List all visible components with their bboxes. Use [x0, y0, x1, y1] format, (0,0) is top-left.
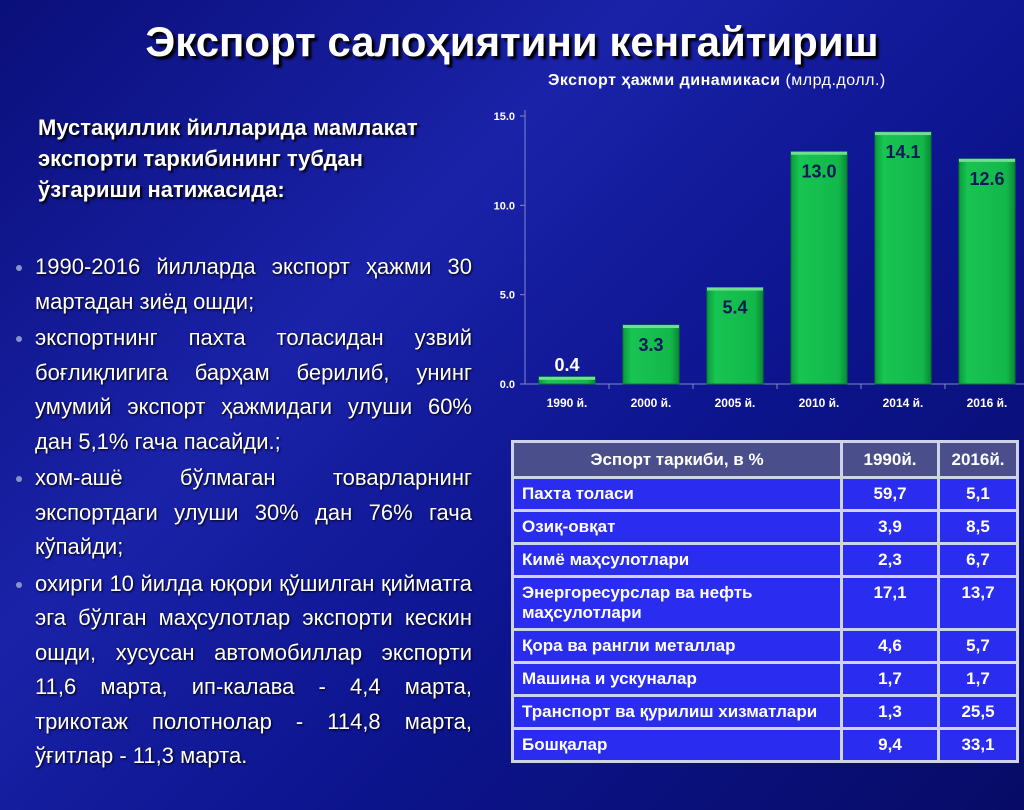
bar [790, 151, 848, 385]
bullet-item: 1990-2016 йилларда экспорт ҳажми 30 март… [14, 250, 472, 319]
value-1990: 1,3 [840, 694, 940, 730]
data-label: 0.4 [554, 355, 579, 375]
export-structure-table: Эспорт таркиби, в % 1990й. 2016й. Пахта … [511, 440, 1019, 763]
table-row: Машина и ускуналар 1,7 1,7 [511, 661, 1019, 697]
data-label: 12.6 [969, 169, 1004, 189]
value-2016: 5,7 [937, 628, 1019, 664]
bullet-text: экспортнинг пахта толасидан узвий боғлиқ… [35, 325, 472, 454]
value-2016: 8,5 [937, 509, 1019, 545]
chart-title: Экспорт ҳажми динамикаси (млрд.долл.) [548, 72, 886, 90]
row-category: Пахта толаси [511, 476, 843, 512]
value-1990: 1,7 [840, 661, 940, 697]
row-category: Бошқалар [511, 727, 843, 763]
bar-chart: 0.0 5.0 10.0 15.0 0.4 1990 й. 3.3 2000 й. 5.4 200… [494, 110, 1024, 410]
data-label: 14.1 [885, 142, 920, 162]
value-2016: 25,5 [937, 694, 1019, 730]
value-2016: 6,7 [937, 542, 1019, 578]
header-category: Эспорт таркиби, в % [511, 440, 843, 479]
data-label: 13.0 [801, 162, 836, 182]
table-row: Қора ва рангли металлар 4,6 5,7 [511, 628, 1019, 664]
bar-highlight [875, 132, 931, 136]
row-category: Кимё маҳсулотлари [511, 542, 843, 578]
bullet-text: хом-ашё бўлмаган товарларнинг экспортдаг… [35, 465, 472, 559]
bar [958, 158, 1016, 385]
header-1990: 1990й. [840, 440, 940, 479]
x-tick-label: 2016 й. [967, 396, 1008, 410]
value-1990: 59,7 [840, 476, 940, 512]
table-row: Транспорт ва қурилиш хизматлари 1,3 25,5 [511, 694, 1019, 730]
value-1990: 4,6 [840, 628, 940, 664]
chart-title-text: Экспорт ҳажми динамикаси [548, 72, 781, 89]
value-2016: 1,7 [937, 661, 1019, 697]
header-2016: 2016й. [937, 440, 1019, 479]
value-2016: 33,1 [937, 727, 1019, 763]
table-row: Озиқ-овқат 3,9 8,5 [511, 509, 1019, 545]
bar-highlight [791, 151, 847, 155]
row-category: Қора ва рангли металлар [511, 628, 843, 664]
x-tick-label: 1990 й. [547, 396, 588, 410]
bullet-item: экспортнинг пахта толасидан узвий боғлиқ… [14, 321, 472, 459]
data-label: 3.3 [638, 335, 663, 355]
value-1990: 17,1 [840, 575, 940, 631]
bar-highlight [959, 158, 1015, 162]
value-1990: 2,3 [840, 542, 940, 578]
y-tick-label: 10.0 [494, 200, 515, 212]
bar [874, 131, 932, 385]
value-2016: 5,1 [937, 476, 1019, 512]
bar-highlight [623, 325, 679, 329]
row-category: Транспорт ва қурилиш хизматлари [511, 694, 843, 730]
chart-unit: (млрд.долл.) [785, 72, 886, 89]
value-1990: 3,9 [840, 509, 940, 545]
y-tick-label: 15.0 [494, 111, 515, 123]
table-row: Пахта толаси 59,7 5,1 [511, 476, 1019, 512]
y-tick-label: 0.0 [500, 379, 515, 391]
data-label: 5.4 [722, 298, 747, 318]
y-tick-label: 5.0 [500, 290, 515, 302]
x-tick-label: 2010 й. [799, 396, 840, 410]
value-2016: 13,7 [937, 575, 1019, 631]
bar-highlight [707, 287, 763, 291]
bar-highlight [539, 376, 595, 380]
table-row: Энергоресурслар ва нефть маҳсулотлари 17,… [511, 575, 1019, 631]
x-tick-label: 2014 й. [883, 396, 924, 410]
bullet-item: хом-ашё бўлмаган товарларнинг экспортдаг… [14, 461, 472, 565]
bullet-icon [16, 265, 22, 271]
table-row: Бошқалар 9,4 33,1 [511, 727, 1019, 763]
row-category: Машина и ускуналар [511, 661, 843, 697]
bullet-icon [16, 476, 22, 482]
x-tick-label: 2005 й. [715, 396, 756, 410]
bar [706, 287, 764, 385]
slide-title: Экспорт салоҳиятини кенгайтириш [145, 18, 879, 65]
table-header-row: Эспорт таркиби, в % 1990й. 2016й. [511, 440, 1019, 479]
row-category: Энергоресурслар ва нефть маҳсулотлари [511, 575, 843, 631]
bullet-list: 1990-2016 йилларда экспорт ҳажми 30 март… [14, 250, 472, 776]
bullet-icon [16, 581, 22, 588]
bullet-icon [16, 336, 22, 342]
row-category: Озиқ-овқат [511, 509, 843, 545]
value-1990: 9,4 [840, 727, 940, 763]
bullet-item: охирги 10 йилда юқори қўшилган қийматга … [14, 567, 472, 774]
bullet-text: 1990-2016 йилларда экспорт ҳажми 30 март… [35, 254, 472, 314]
table-row: Кимё маҳсулотлари 2,3 6,7 [511, 542, 1019, 578]
x-tick-label: 2000 й. [631, 396, 672, 410]
bar [622, 324, 680, 385]
bullet-text: охирги 10 йилда юқори қўшилган қийматга … [35, 570, 472, 769]
intro-heading: Мустақиллик йилларида мамлакат экспорти … [38, 115, 418, 202]
